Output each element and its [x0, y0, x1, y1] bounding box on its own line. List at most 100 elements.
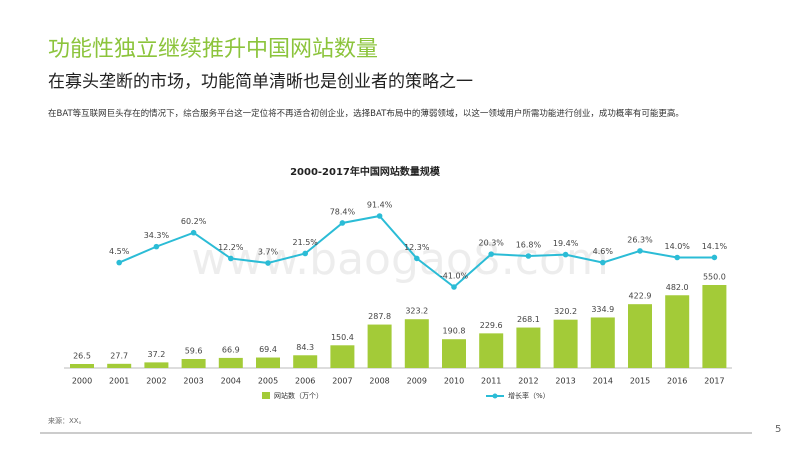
legend-label: 网站数（万个） — [274, 391, 323, 400]
growth-point — [190, 229, 197, 236]
slide-title: 功能性独立继续推升中国网站数量 — [48, 37, 378, 62]
bar — [330, 345, 355, 368]
bar-label: 323.2 — [405, 307, 428, 316]
growth-point — [525, 253, 532, 259]
bar — [479, 333, 504, 368]
growth-label: 34.3% — [144, 231, 170, 240]
growth-point — [153, 243, 160, 250]
bar-label: 69.4 — [259, 345, 277, 354]
x-tick-label: 2006 — [295, 377, 315, 386]
growth-label: 21.5% — [292, 238, 318, 247]
growth-label: 14.1% — [702, 242, 728, 251]
x-tick-label: 2010 — [444, 377, 464, 386]
bar — [218, 357, 243, 368]
page-number: 5 — [775, 424, 781, 435]
growth-label: 4.6% — [593, 247, 614, 256]
growth-point — [711, 254, 718, 261]
bar — [516, 327, 541, 368]
growth-label: 16.8% — [516, 241, 542, 250]
bar-label: 26.5 — [73, 352, 91, 361]
bar-label: 37.2 — [147, 350, 165, 359]
x-tick-label: 2000 — [72, 377, 92, 386]
bar — [367, 324, 392, 368]
growth-label: 20.3% — [478, 239, 504, 248]
growth-point — [674, 254, 680, 261]
x-tick-label: 2005 — [258, 377, 278, 386]
growth-point — [302, 250, 309, 257]
x-tick-label: 2009 — [407, 377, 427, 386]
growth-point — [376, 213, 383, 219]
bar — [404, 319, 429, 368]
legend-swatch — [262, 392, 270, 399]
growth-label: 26.3% — [627, 235, 653, 244]
bar-label: 334.9 — [591, 305, 614, 314]
watermark: www.baogao8.com — [191, 234, 608, 285]
x-tick-label: 2015 — [630, 377, 650, 386]
growth-label: -41.0% — [440, 272, 469, 281]
growth-label: 14.0% — [664, 242, 690, 251]
bar-label: 66.9 — [222, 345, 240, 354]
bar-label: 229.6 — [480, 321, 503, 330]
bar — [442, 339, 466, 368]
source: 来源：XX。 — [48, 416, 86, 425]
growth-label: 12.3% — [404, 243, 430, 252]
growth-label: 19.4% — [553, 239, 579, 248]
bar — [107, 363, 132, 368]
growth-point — [265, 260, 271, 266]
bar — [553, 319, 578, 368]
bar — [70, 364, 94, 368]
bar-label: 84.3 — [296, 343, 314, 352]
x-tick-label: 2001 — [109, 377, 129, 386]
bar — [590, 317, 615, 368]
x-tick-label: 2003 — [183, 377, 203, 386]
bar-label: 422.9 — [629, 292, 652, 301]
bar — [181, 359, 206, 368]
bar — [293, 355, 318, 368]
growth-point — [228, 255, 234, 262]
bar — [665, 295, 690, 368]
paragraph: 在BAT等互联网巨头存在的情况下，综合服务平台这一定位将不再适合初创企业，选择B… — [48, 109, 684, 119]
growth-label: 3.7% — [258, 248, 279, 257]
bar-label: 27.7 — [110, 351, 128, 360]
bar-label: 482.0 — [666, 283, 689, 292]
x-tick-label: 2014 — [593, 377, 613, 386]
bar — [144, 362, 169, 368]
x-tick-label: 2013 — [555, 377, 575, 386]
x-tick-label: 2008 — [369, 377, 389, 386]
growth-label: 4.5% — [109, 247, 130, 256]
x-tick-label: 2012 — [518, 377, 538, 386]
growth-point — [600, 259, 606, 266]
growth-label: 91.4% — [367, 201, 393, 210]
growth-point — [637, 248, 643, 254]
bar-label: 190.8 — [443, 327, 466, 336]
bar — [628, 304, 652, 368]
growth-point — [116, 259, 122, 266]
growth-point — [451, 284, 457, 290]
bar — [256, 357, 280, 368]
growth-label: 60.2% — [181, 217, 207, 226]
bar-label: 59.6 — [185, 347, 203, 356]
bar-label: 550.0 — [703, 273, 726, 282]
bar-label: 268.1 — [517, 315, 540, 324]
growth-label: 78.4% — [330, 207, 356, 216]
slide-subtitle: 在寡头垄断的市场，功能简单清晰也是创业者的策略之一 — [48, 72, 473, 92]
bar — [702, 285, 727, 368]
bar-label: 150.4 — [331, 333, 354, 342]
growth-label: 12.2% — [218, 243, 244, 252]
bar-label: 287.8 — [368, 312, 391, 321]
x-tick-label: 2016 — [667, 377, 687, 386]
x-tick-label: 2011 — [481, 377, 501, 386]
legend-swatch — [492, 393, 498, 399]
x-tick-label: 2002 — [146, 377, 166, 386]
legend-label: 增长率（%） — [508, 391, 550, 400]
growth-point — [488, 251, 495, 257]
x-tick-label: 2004 — [221, 377, 241, 386]
x-tick-label: 2017 — [704, 377, 724, 386]
bar-label: 320.2 — [554, 307, 577, 316]
x-tick-label: 2007 — [332, 377, 352, 386]
chart-title: 2000-2017年中国网站数量规模 — [290, 165, 441, 178]
growth-point — [562, 251, 569, 258]
growth-point — [339, 220, 346, 226]
